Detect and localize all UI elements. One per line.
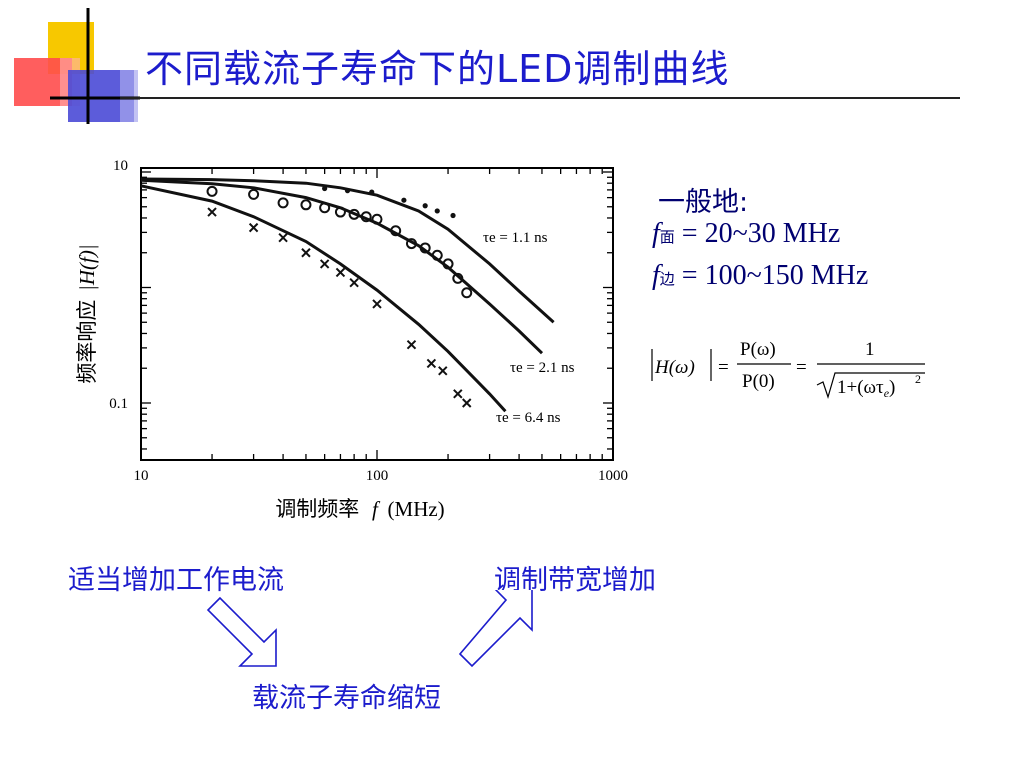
data-point-series-2 bbox=[248, 188, 260, 200]
curve-series-1 bbox=[140, 177, 555, 324]
flow-left: 适当增加工作电流 bbox=[68, 565, 284, 596]
data-point-series-1 bbox=[322, 185, 328, 192]
data-point-series-2 bbox=[461, 287, 473, 299]
data-point-series-3 bbox=[438, 366, 448, 376]
radicand-sub-e: e bbox=[884, 386, 890, 400]
formula-exponent: 2 bbox=[915, 372, 921, 386]
formula-rhs-numerator: 1 bbox=[865, 339, 875, 360]
data-point-series-2 bbox=[277, 197, 289, 209]
data-point-series-3 bbox=[301, 248, 311, 258]
notes-heading: 一般地: bbox=[658, 187, 749, 218]
page-title: 不同载流子寿命下的LED调制曲线 bbox=[145, 47, 730, 91]
data-point-series-1 bbox=[450, 212, 456, 219]
x-tick-1000: 1000 bbox=[598, 468, 628, 484]
data-point-series-2 bbox=[334, 206, 346, 218]
axis-ticks bbox=[140, 168, 614, 460]
data-point-series-2 bbox=[419, 242, 431, 254]
edge-emitter-bandwidth: f边 = 100~150 MHz bbox=[652, 260, 868, 292]
data-point-series-3 bbox=[319, 259, 330, 269]
data-point-series-3 bbox=[462, 398, 472, 408]
data-point-series-2 bbox=[206, 185, 218, 197]
data-point-series-1 bbox=[344, 188, 351, 194]
data-point-series-3 bbox=[372, 299, 382, 309]
data-point-series-1 bbox=[434, 208, 440, 214]
y-tick-top: 10 bbox=[113, 158, 128, 174]
face-sub: 面 bbox=[659, 228, 675, 246]
formula-numerator: P(ω) bbox=[740, 339, 776, 360]
formula-radicand: 1+(ωτe) bbox=[837, 377, 895, 400]
corner-logo bbox=[14, 8, 960, 124]
edge-sub: 边 bbox=[659, 270, 675, 288]
radicand-close: ) bbox=[889, 377, 895, 398]
y-tick-bottom: 0.1 bbox=[109, 396, 128, 412]
face-value: = 20~30 MHz bbox=[674, 218, 841, 249]
transfer-formula: H(ω) = P(ω) P(0) = 1 1+(ωτe) 2 bbox=[651, 339, 925, 400]
data-point-series-2 bbox=[348, 208, 360, 220]
data-point-series-2 bbox=[300, 199, 312, 211]
x-axis-label: 调制频率 f (MHz) bbox=[275, 497, 444, 521]
curves bbox=[140, 177, 555, 413]
arrow-up-right bbox=[458, 590, 533, 668]
data-point-series-3 bbox=[453, 389, 463, 399]
data-point-series-2 bbox=[405, 238, 417, 250]
edge-value: = 100~150 MHz bbox=[674, 260, 869, 291]
x-tick-100: 100 bbox=[366, 468, 389, 484]
data-point-series-2 bbox=[371, 213, 383, 225]
curve-series-2 bbox=[140, 178, 544, 355]
data-point-series-2 bbox=[442, 258, 454, 270]
data-point-series-3 bbox=[406, 339, 417, 350]
curve-series-3 bbox=[140, 184, 507, 413]
data-point-series-2 bbox=[390, 225, 402, 237]
data-point-series-3 bbox=[207, 207, 217, 217]
data-point-series-3 bbox=[278, 232, 288, 243]
data-point-series-2 bbox=[319, 202, 331, 214]
data-point-series-1 bbox=[369, 189, 375, 195]
sqrt-sign bbox=[816, 372, 925, 400]
formula-denominator: P(0) bbox=[742, 371, 775, 392]
series-label-2: τe = 2.1 ns bbox=[510, 360, 575, 376]
flow-bottom: 载流子寿命缩短 bbox=[252, 683, 441, 714]
equals-1: = bbox=[718, 357, 729, 378]
data-points bbox=[206, 185, 473, 408]
data-point-series-2 bbox=[360, 211, 372, 223]
data-point-series-3 bbox=[335, 267, 346, 278]
edge-var: f bbox=[652, 260, 660, 291]
y-axis-label-var: |H(f)| bbox=[75, 244, 99, 291]
data-point-series-3 bbox=[248, 222, 259, 233]
x-axis-label-unit: (MHz) bbox=[388, 497, 445, 521]
data-point-series-1 bbox=[422, 203, 428, 209]
formula-lhs: H(ω) bbox=[654, 357, 695, 378]
data-point-series-2 bbox=[452, 272, 464, 284]
modulation-chart: τe = 1.1 ns τe = 2.1 ns τe = 6.4 ns 10 0.1… bbox=[75, 158, 628, 521]
data-point-series-2 bbox=[431, 249, 443, 261]
flow-arrows bbox=[206, 590, 533, 668]
logo-blue-glow bbox=[120, 70, 138, 122]
arrow-down-right bbox=[206, 596, 277, 667]
data-point-series-1 bbox=[401, 197, 407, 203]
x-tick-10: 10 bbox=[134, 468, 149, 484]
series-label-3: τe = 6.4 ns bbox=[496, 410, 561, 426]
equals-2: = bbox=[796, 357, 807, 378]
series-labels: τe = 1.1 ns τe = 2.1 ns τe = 6.4 ns bbox=[483, 230, 575, 426]
data-point-series-3 bbox=[349, 278, 359, 288]
face-var: f bbox=[652, 218, 660, 249]
data-point-series-3 bbox=[426, 358, 437, 369]
y-axis-label: 频率响应 |H(f)| bbox=[75, 244, 99, 383]
x-axis-label-var: f bbox=[372, 497, 381, 521]
x-axis-label-prefix: 调制频率 bbox=[275, 497, 359, 521]
y-axis-label-prefix: 频率响应 bbox=[75, 300, 99, 384]
face-emitter-bandwidth: f面 = 20~30 MHz bbox=[652, 218, 840, 250]
series-label-1: τe = 1.1 ns bbox=[483, 230, 548, 246]
